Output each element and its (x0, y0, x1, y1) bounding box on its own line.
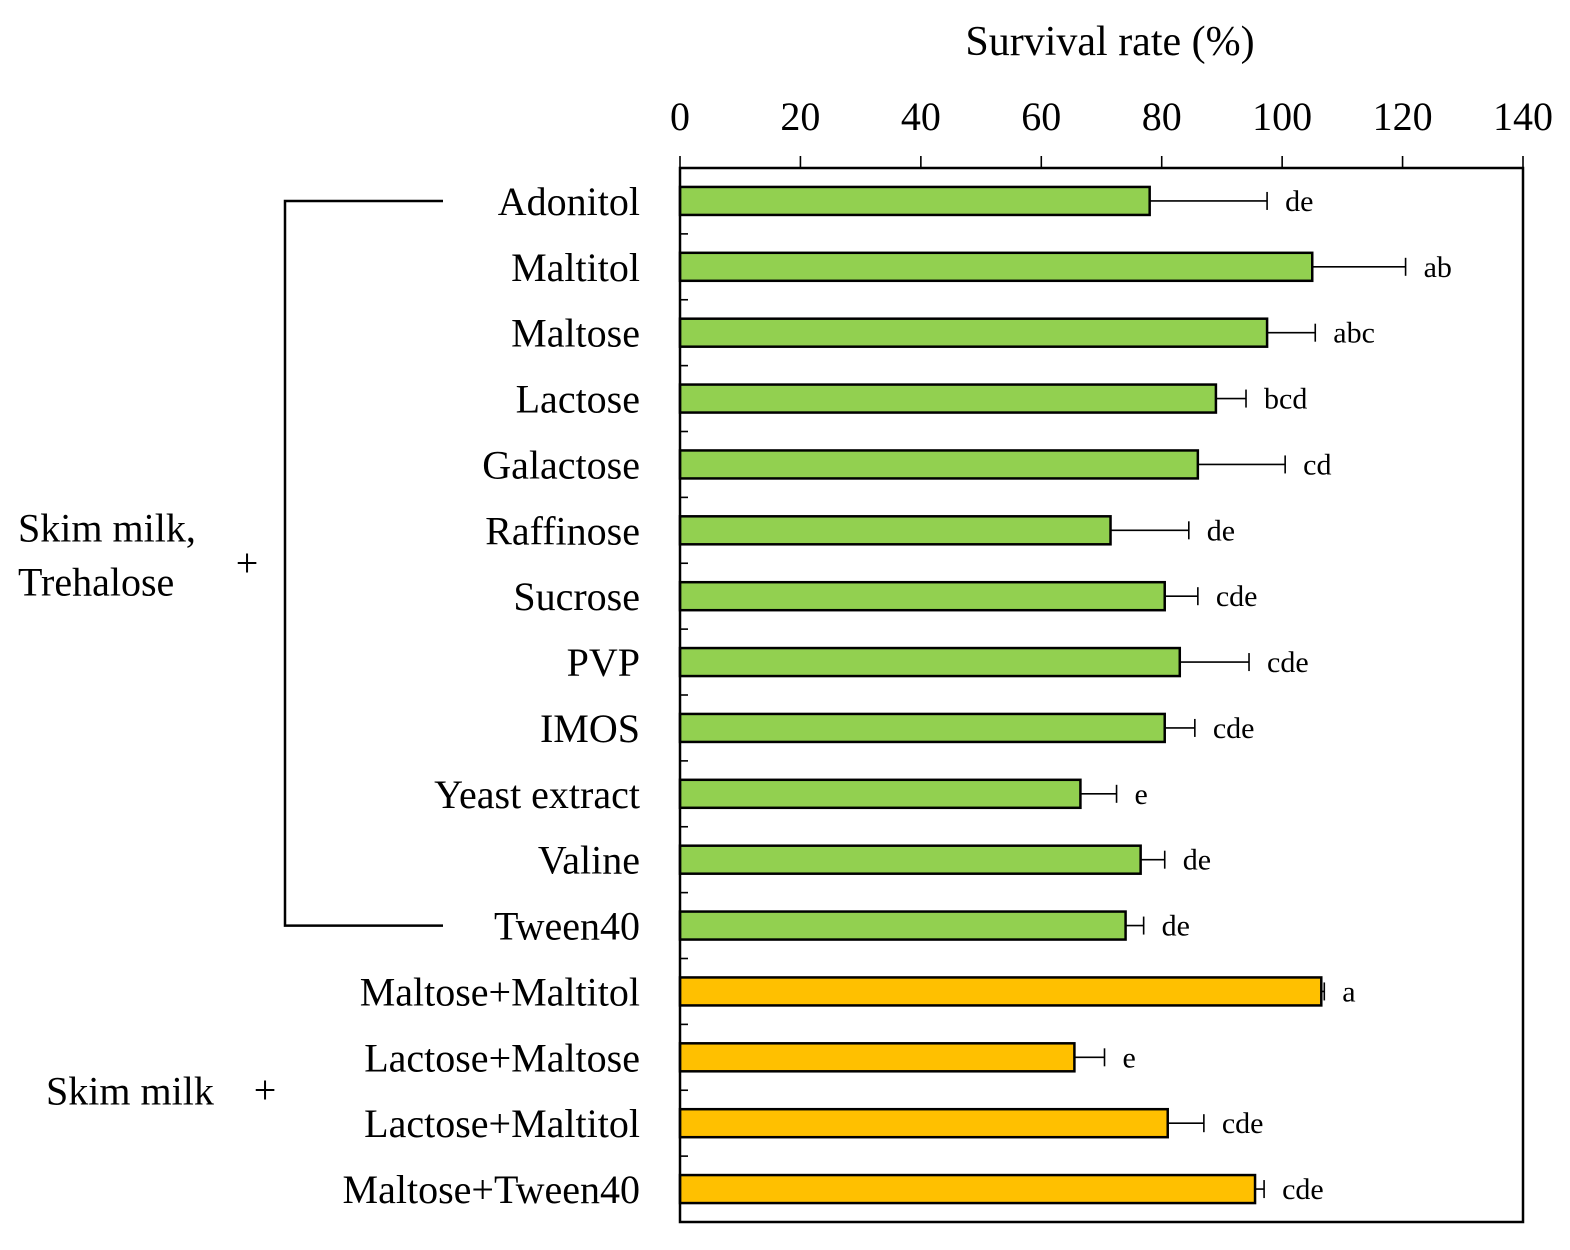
bar (678, 910, 1127, 941)
group-bracket (283, 199, 443, 927)
category-label: PVP (567, 640, 640, 685)
x-tick-label-20: 20 (780, 94, 820, 139)
bar (678, 1107, 1169, 1139)
x-tick-label-80: 80 (1142, 94, 1182, 139)
bar (678, 712, 1166, 744)
category-label: Maltose (511, 311, 640, 356)
group-annotations: Skim milk, Trehalose + Skim milk + (18, 199, 443, 1113)
x-tick-label-120: 120 (1373, 94, 1433, 139)
category-label: Lactose (516, 377, 640, 422)
category-label: Lactose+Maltose (364, 1035, 640, 1080)
group-label-line: Skim milk, (18, 505, 196, 550)
x-axis-ticks: 0 20 40 60 80 100 120 140 (670, 94, 1553, 1157)
bar (678, 383, 1218, 414)
category-labels: Adonitol Maltitol Maltose Lactose Galactose R… (343, 179, 640, 1212)
x-tick-label-60: 60 (1021, 94, 1061, 139)
category-label: Valine (538, 838, 640, 883)
significance-label: a (1342, 975, 1355, 1008)
category-label: Maltitol (511, 245, 640, 290)
category-label: Yeast extract (434, 772, 640, 817)
x-tick-label-140: 140 (1493, 94, 1553, 139)
bar (678, 844, 1142, 875)
bar (678, 1173, 1257, 1205)
group-plus-sign: + (254, 1067, 277, 1112)
bar (678, 778, 1082, 810)
bar (678, 976, 1323, 1007)
category-label: Sucrose (513, 574, 640, 619)
x-tick-label-0: 0 (670, 94, 690, 139)
bar (678, 185, 1151, 217)
significance-label: de (1162, 910, 1190, 943)
category-label: Adonitol (498, 179, 640, 224)
bar (678, 1042, 1076, 1073)
category-label: Lactose+Maltitol (364, 1101, 640, 1146)
x-tick-label-100: 100 (1252, 94, 1312, 139)
bar (678, 580, 1166, 612)
significance-label: e (1135, 778, 1148, 811)
x-axis-title: Survival rate (%) (965, 19, 1254, 65)
significance-label: de (1285, 185, 1313, 218)
significance-label: de (1207, 514, 1235, 547)
significance-label: abc (1333, 317, 1375, 350)
bar (678, 317, 1269, 348)
category-label: Raffinose (485, 508, 640, 553)
group-label-line: Trehalose (18, 559, 174, 604)
significance-label: cd (1303, 448, 1331, 481)
significance-label: cde (1213, 712, 1255, 745)
significance-label: bcd (1264, 383, 1307, 416)
x-tick-label-40: 40 (901, 94, 941, 139)
category-label: Galactose (482, 442, 640, 487)
group-plus-sign: + (236, 540, 259, 585)
category-label: Maltose+Maltitol (360, 969, 640, 1014)
bar (678, 646, 1182, 678)
significance-label: e (1123, 1041, 1136, 1074)
significance-label: cde (1282, 1173, 1324, 1206)
plot-frame (678, 166, 1525, 1224)
category-label: Tween40 (494, 904, 640, 949)
category-label: Maltose+Tween40 (343, 1167, 640, 1212)
significance-label: cde (1216, 580, 1258, 613)
significance-label: de (1183, 844, 1211, 877)
category-label: IMOS (540, 706, 640, 751)
bar (678, 515, 1112, 546)
significance-label: cde (1222, 1107, 1264, 1140)
significance-label: ab (1424, 251, 1452, 284)
group-label-line: Skim milk (46, 1068, 214, 1113)
bar (678, 449, 1200, 480)
significance-label: cde (1267, 646, 1309, 679)
bar (678, 251, 1314, 283)
